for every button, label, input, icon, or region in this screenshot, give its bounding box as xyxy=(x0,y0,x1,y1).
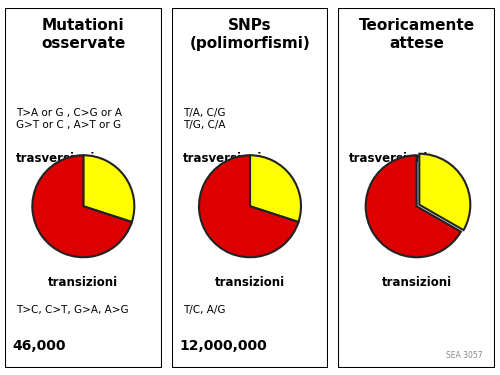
Wedge shape xyxy=(366,155,461,257)
Text: transizioni: transizioni xyxy=(215,276,285,289)
Text: T/A, C/G
T/G, C/A: T/A, C/G T/G, C/A xyxy=(182,108,225,130)
Wedge shape xyxy=(199,155,298,257)
Wedge shape xyxy=(32,155,132,257)
FancyBboxPatch shape xyxy=(172,8,328,368)
FancyBboxPatch shape xyxy=(338,8,495,368)
Text: trasversioni: trasversioni xyxy=(350,152,428,165)
Text: transizioni: transizioni xyxy=(48,276,118,289)
Wedge shape xyxy=(84,155,134,222)
Text: SNPs
(polimorfismi): SNPs (polimorfismi) xyxy=(190,18,310,51)
FancyBboxPatch shape xyxy=(5,8,162,368)
Text: T>C, C>T, G>A, A>G: T>C, C>T, G>A, A>G xyxy=(16,304,128,315)
Text: SEA 3057: SEA 3057 xyxy=(446,351,482,360)
Text: Mutationi
osservate: Mutationi osservate xyxy=(41,18,125,51)
Text: trasversioni: trasversioni xyxy=(16,152,96,165)
Text: transizioni: transizioni xyxy=(382,276,452,289)
Text: T/C, A/G: T/C, A/G xyxy=(182,304,225,315)
Text: 46,000: 46,000 xyxy=(13,339,66,353)
Text: 12,000,000: 12,000,000 xyxy=(180,339,267,353)
Wedge shape xyxy=(250,155,301,222)
Text: T>A or G , C>G or A
G>T or C , A>T or G: T>A or G , C>G or A G>T or C , A>T or G xyxy=(16,108,122,130)
Wedge shape xyxy=(420,154,470,230)
Text: Teoricamente
attese: Teoricamente attese xyxy=(358,18,474,51)
Text: trasversioni: trasversioni xyxy=(182,152,262,165)
